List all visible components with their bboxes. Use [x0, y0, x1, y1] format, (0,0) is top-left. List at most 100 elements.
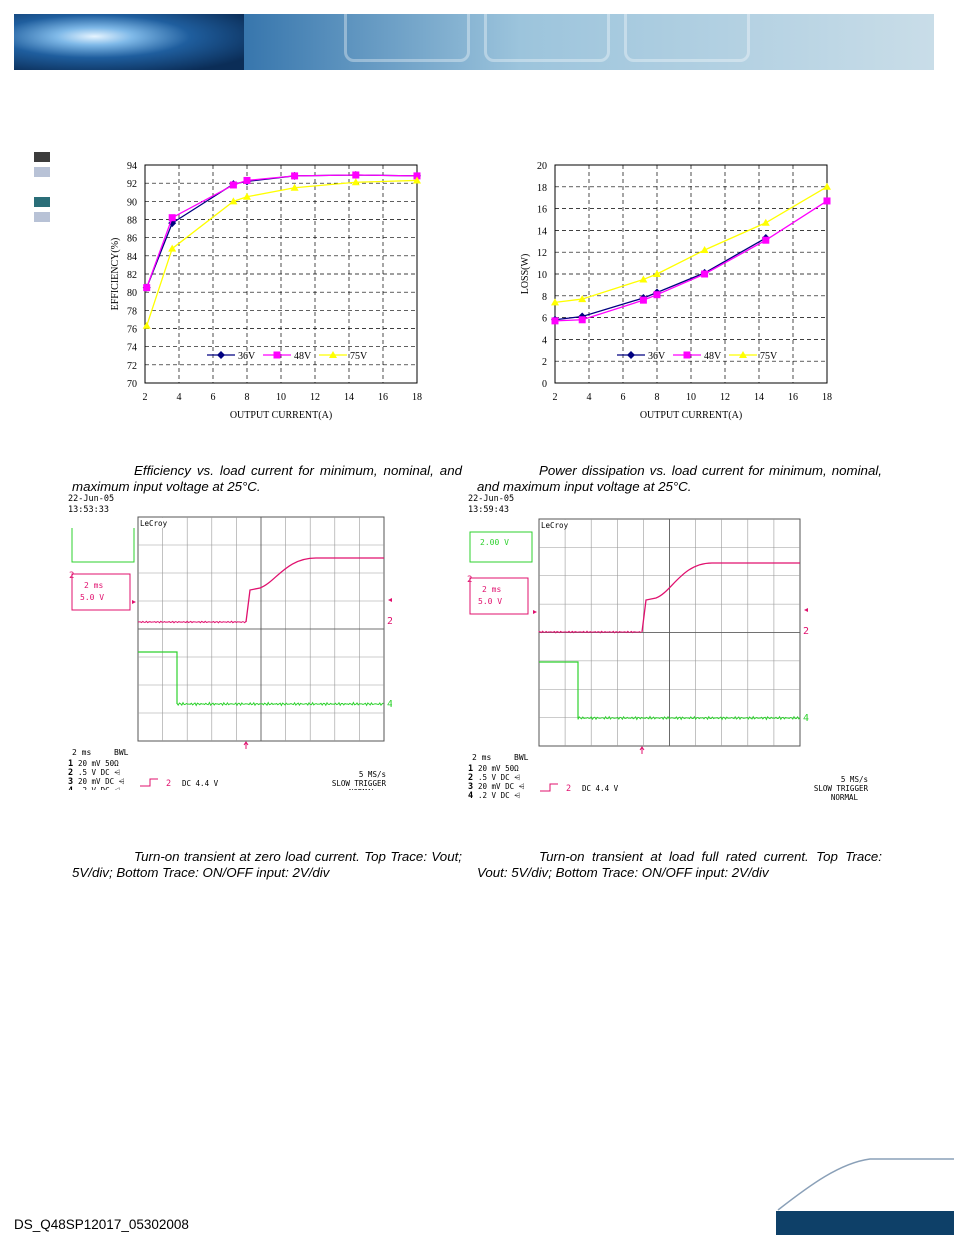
data-point-75V — [351, 178, 360, 186]
brand-bg — [540, 520, 566, 530]
data-point-48V — [413, 172, 421, 180]
x-tick-label: 18 — [822, 392, 832, 403]
y-tick-label: 94 — [127, 161, 137, 172]
banner-logo-shape — [344, 14, 470, 62]
ch2-level-marker — [132, 600, 136, 604]
data-point-75V — [578, 295, 587, 303]
capture-time: 13:59:43 — [468, 505, 509, 515]
data-point-48V — [168, 214, 176, 222]
x-tick-label: 18 — [412, 392, 422, 403]
data-point-48V — [143, 284, 151, 292]
data-point-48V — [762, 236, 770, 244]
trigger-arrow — [639, 746, 645, 754]
x-tick-label: 4 — [177, 392, 182, 403]
data-point-75V — [700, 246, 709, 254]
ch4-trace-high — [539, 661, 579, 718]
y-tick-label: 12 — [537, 248, 547, 259]
x-tick-label: 4 — [587, 392, 592, 403]
y-axis-label: EFFICIENCY(%) — [110, 238, 121, 311]
channel-setting: 20 mV DC ⩤ — [78, 777, 125, 786]
footer-bar — [776, 1211, 954, 1235]
trigger-slope-icon — [140, 778, 158, 787]
y-tick-label: 8 — [542, 292, 547, 303]
y-tick-label: 20 — [537, 161, 547, 172]
channel-setting: .5 V DC ⩤ — [478, 773, 520, 782]
trigger-mode: SLOW TRIGGER — [332, 779, 387, 788]
x-tick-label: 2 — [143, 392, 148, 403]
data-point-75V — [243, 192, 251, 200]
turnon-full-caption: Turn-on transient at load full rated cur… — [477, 849, 882, 880]
data-point-75V — [639, 275, 648, 283]
x-tick-label: 2 — [553, 392, 558, 403]
data-point-48V — [653, 291, 661, 299]
turnon-zero-caption: Turn-on transient at zero load current. … — [72, 849, 462, 880]
x-axis-label: OUTPUT CURRENT(A) — [230, 410, 332, 421]
x-tick-label: 12 — [310, 392, 320, 403]
trigger-channel: 2 — [166, 779, 171, 789]
legend-label-75V: 75V — [350, 351, 368, 362]
trigger-state: NORMAL — [349, 788, 377, 790]
ch2-box-label: 2 — [467, 575, 472, 585]
ch4-trace-low — [577, 715, 801, 721]
y-tick-label: 80 — [127, 288, 137, 299]
y-tick-label: 92 — [127, 179, 137, 190]
ch2-trace-off — [137, 620, 247, 624]
data-point-48V — [578, 316, 586, 324]
ch4-volts: 2.00 V — [480, 538, 509, 547]
legend-marker-75V — [739, 351, 747, 358]
ch4-settings-box — [71, 528, 135, 563]
y-tick-label: 4 — [542, 335, 547, 346]
channel-setting: 20 mV 50Ω — [78, 759, 119, 768]
data-point-75V — [168, 244, 177, 252]
legend-label-75V: 75V — [760, 351, 778, 362]
data-point-75V — [551, 298, 559, 306]
data-point-75V — [823, 182, 831, 190]
ch2-trace-rise — [641, 562, 800, 633]
ch2-volts: 5.0 V — [478, 597, 502, 606]
brand-bg — [139, 518, 165, 528]
capture-date: 22-Jun-05 — [468, 494, 514, 504]
legend-label-48V: 48V — [704, 351, 722, 362]
ch2-level-marker — [388, 598, 392, 602]
ch2-settings-box — [469, 577, 529, 615]
legend-label-48V: 48V — [294, 351, 312, 362]
bwl-readout: BWL — [114, 748, 129, 757]
loss-caption: Power dissipation vs. load current for m… — [477, 463, 882, 494]
trigger-mode: SLOW TRIGGER — [814, 784, 869, 793]
capture-time: 13:53:33 — [68, 505, 109, 515]
ch4-marker: 4 — [803, 713, 809, 724]
data-point-48V — [243, 176, 251, 184]
banner-logo-shape — [484, 14, 610, 62]
trigger-level: DC 4.4 V — [582, 784, 619, 793]
bwl-readout: BWL — [514, 753, 529, 762]
footer-logo-shape — [776, 1158, 954, 1235]
ch2-volts: 5.0 V — [80, 593, 104, 602]
channel-setting: 20 mV DC ⩤ — [478, 782, 525, 791]
ch2-level-marker — [804, 608, 808, 612]
data-point-75V — [142, 321, 151, 329]
scope-turnon-zero-load: 22-Jun-05 13:53:33 LeCroy 2 2 ms 5.0 V 2 4 2 ms B… — [66, 494, 393, 797]
channel-setting: .2 V DC ⩤ — [78, 786, 120, 790]
legend-label-36V: 36V — [238, 351, 256, 362]
timebase-readout: 2 ms — [472, 753, 491, 762]
scope-brand: LeCroy — [140, 519, 168, 528]
ch4-settings-box — [469, 531, 533, 563]
section-marker — [34, 212, 50, 222]
legend-label-36V: 36V — [648, 351, 666, 362]
data-point-75V — [413, 176, 421, 184]
y-tick-label: 14 — [537, 226, 547, 237]
trigger-arrow — [243, 741, 249, 749]
y-tick-label: 82 — [127, 270, 137, 281]
series-line-36V — [554, 237, 767, 321]
ch2-marker: 2 — [387, 616, 392, 627]
ch2-level-marker — [533, 610, 537, 614]
channel-number: 4 — [468, 791, 473, 801]
section-marker — [34, 197, 50, 207]
data-point-75V — [653, 270, 661, 277]
capture-date: 22-Jun-05 — [68, 494, 114, 504]
sample-rate: 5 MS/s — [359, 770, 386, 779]
footer-doc-id: DS_Q48SP12017_05302008 — [14, 1217, 189, 1232]
data-point-48V — [229, 181, 237, 189]
timebase-readout: 2 ms — [72, 748, 91, 757]
